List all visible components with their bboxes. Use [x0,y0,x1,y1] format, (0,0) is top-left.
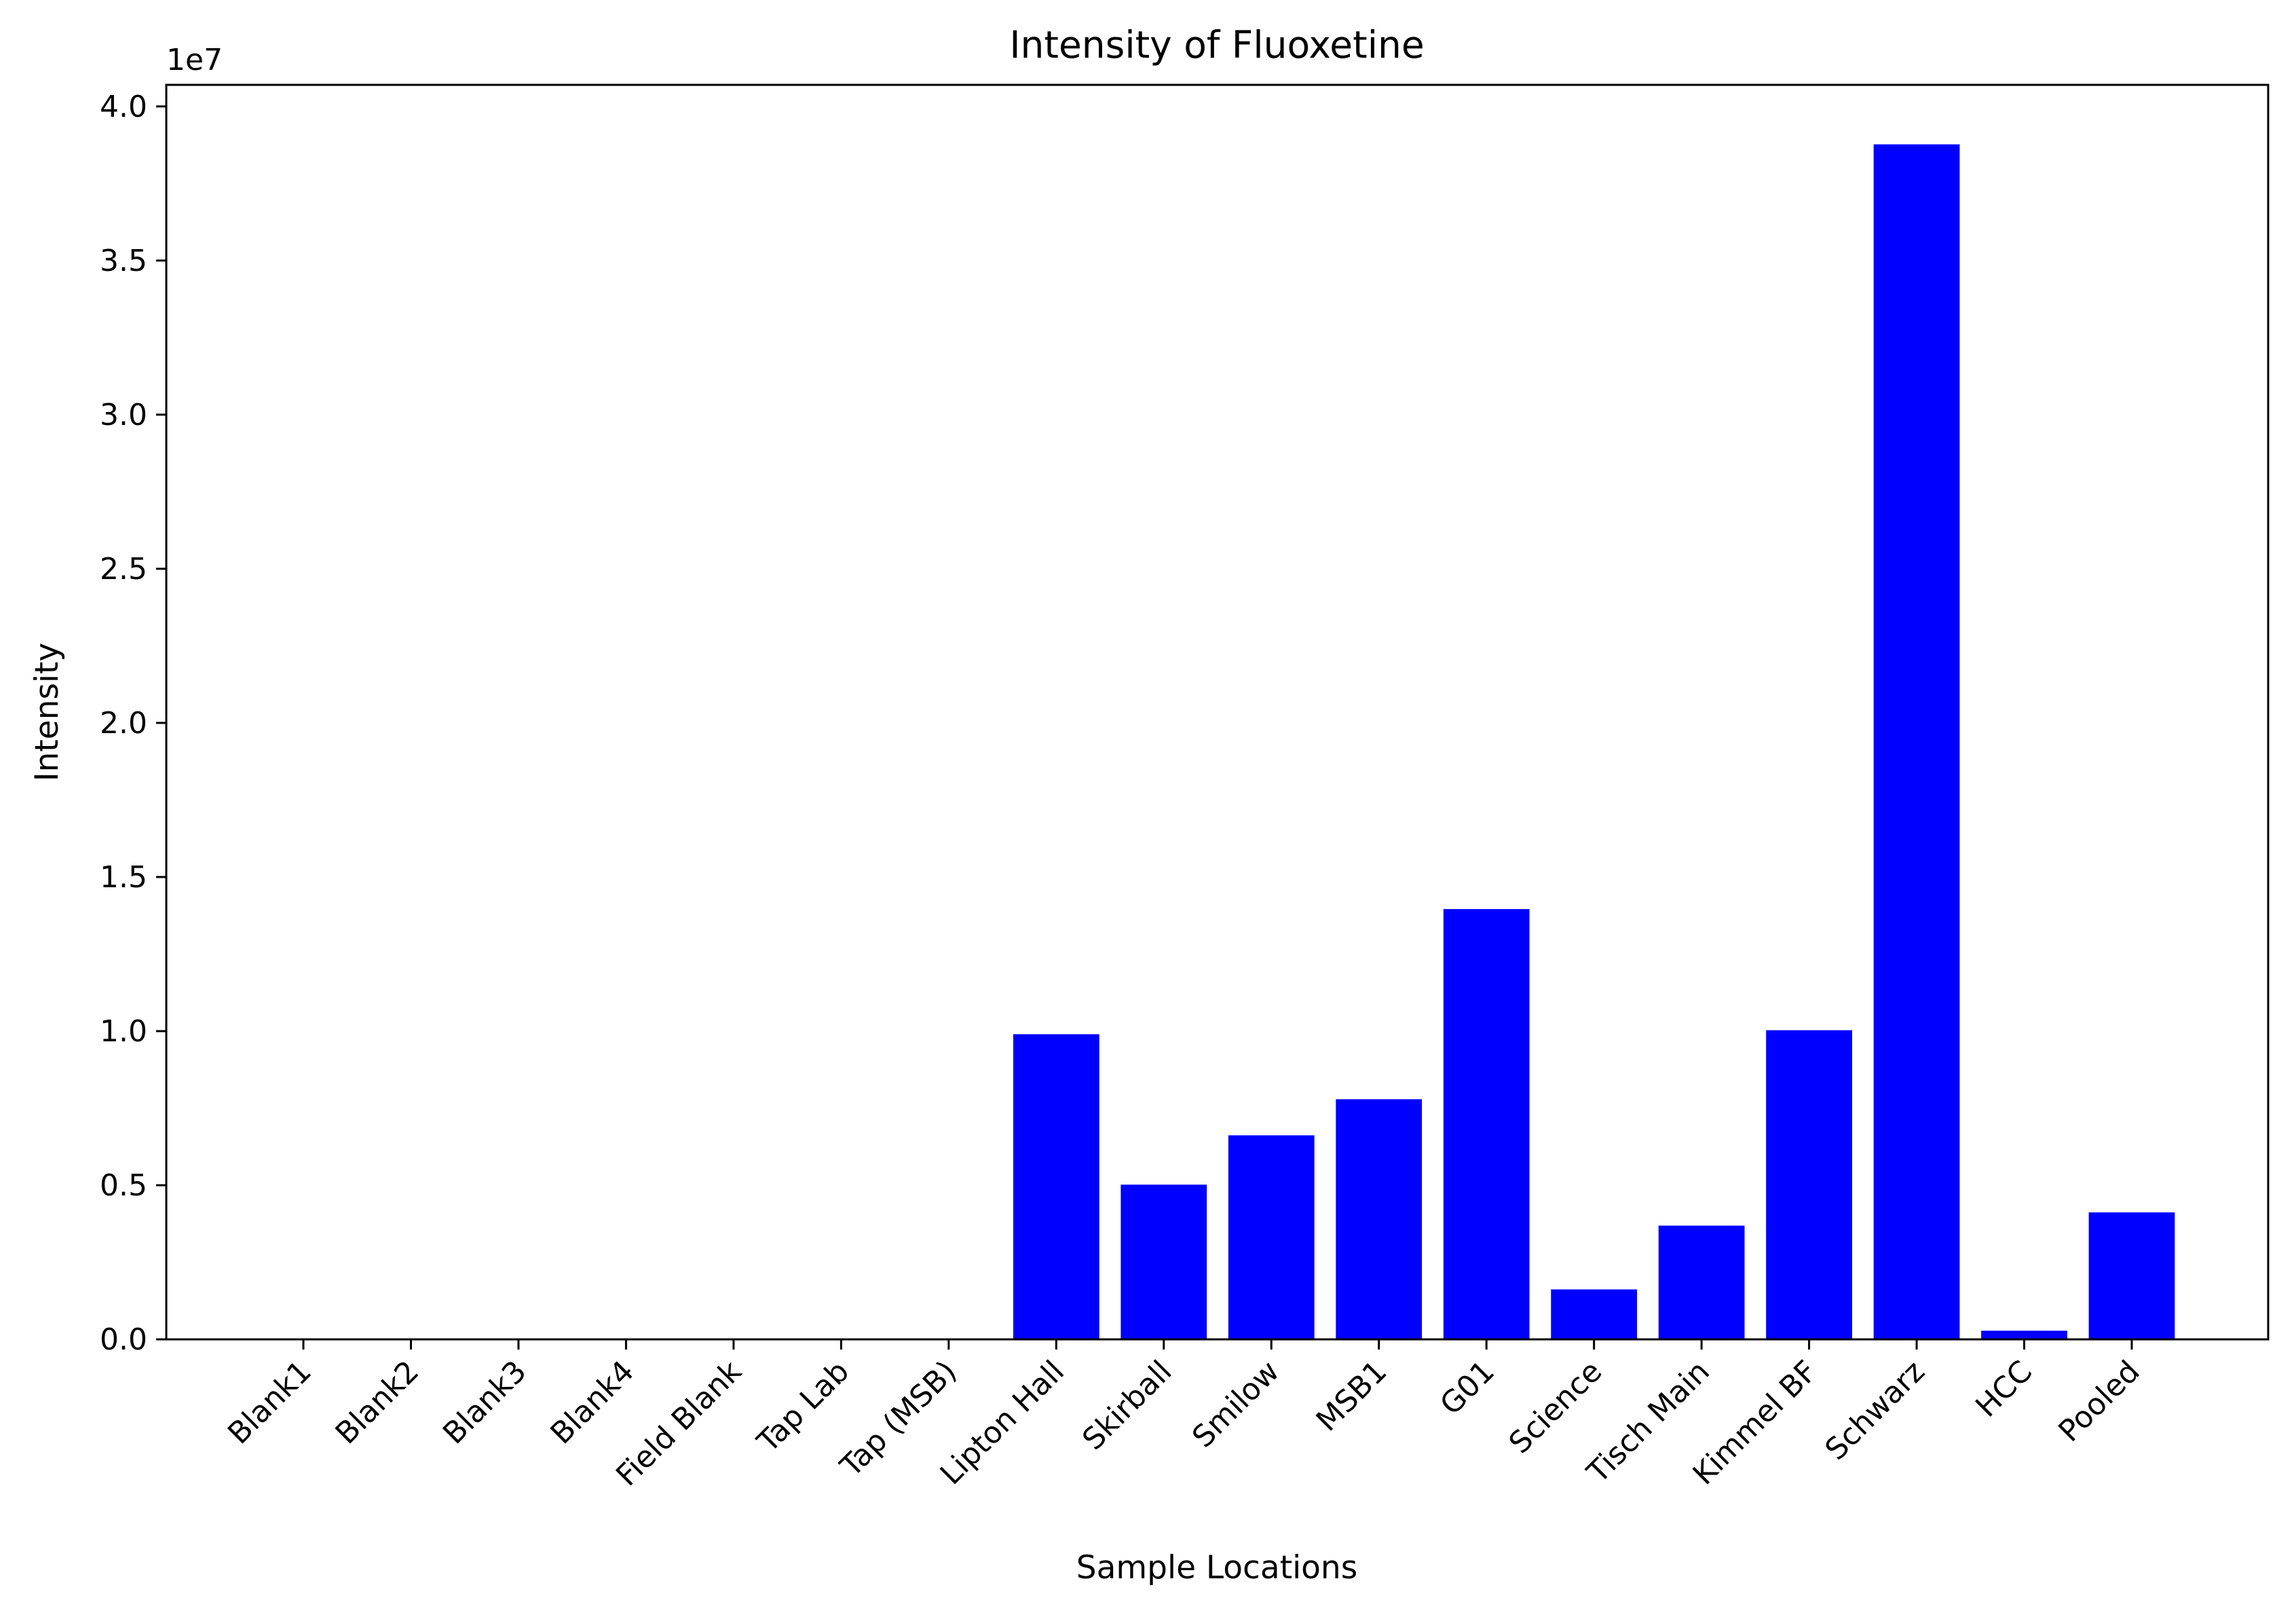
y-tick-label: 4.0 [100,90,147,124]
y-tick-label: 0.0 [100,1322,147,1357]
y-axis-ticks: 0.0 0.5 1.0 1.5 2.0 2.5 3.0 3.5 4.0 [100,90,166,1357]
y-tick-label: 2.0 [100,706,147,741]
x-axis-label: Sample Locations [1076,1549,1357,1586]
y-tick-label: 1.5 [100,860,147,895]
bar-msb1 [1336,1099,1423,1339]
bar-hcc [1981,1331,2067,1339]
bars-layer [1013,144,2175,1339]
bar-smilow [1228,1135,1315,1339]
y-axis-offset-label: 1e7 [166,43,223,77]
y-tick-label: 2.5 [100,552,147,587]
bar-schwarz [1873,144,1960,1339]
plot-frame [165,83,2270,1341]
bar-tisch-main [1658,1225,1745,1339]
y-tick-label: 3.5 [100,244,147,278]
y-tick-label: 1.0 [100,1014,147,1049]
bar-lipton-hall [1013,1034,1099,1339]
y-tick-label: 0.5 [100,1168,147,1203]
bar-kimmel-bf [1766,1030,1852,1339]
bar-science [1551,1289,1638,1339]
bar-g01 [1443,909,1530,1339]
bar-skirball [1121,1185,1207,1339]
y-tick-label: 3.0 [100,398,147,432]
y-axis-label: Intensity [29,643,66,782]
bar-pooled [2088,1212,2175,1339]
chart-title: Intensity of Fluoxetine [1009,23,1424,67]
